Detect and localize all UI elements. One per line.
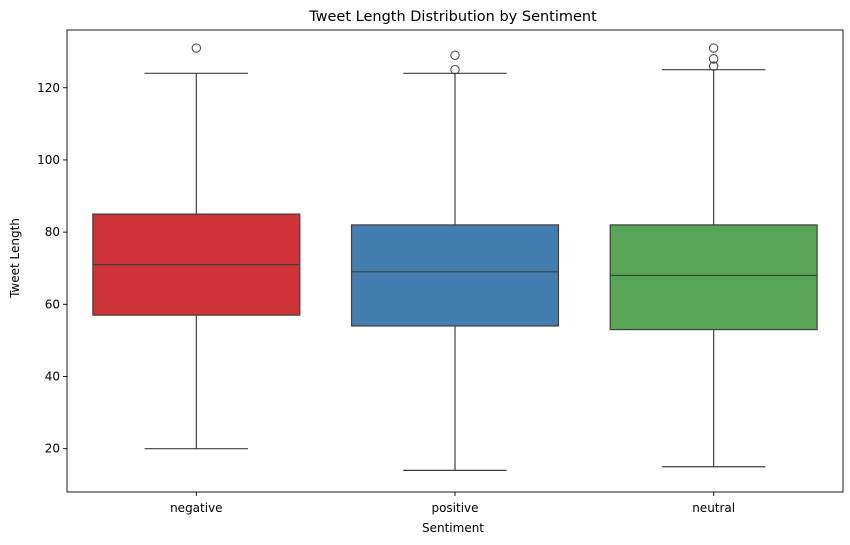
chart-title: Tweet Length Distribution by Sentiment (308, 9, 597, 25)
plot-area: 20 40 60 80 100 120 negative positive neutral (37, 43, 818, 515)
y-tick-label: 120 (37, 81, 60, 95)
outlier-point-negative (191, 43, 202, 53)
box-positive (350, 224, 560, 327)
y-tick-label: 100 (37, 153, 60, 167)
outlier-point-neutral (708, 43, 719, 53)
x-tick-label: negative (170, 501, 222, 515)
y-tick-label: 20 (45, 442, 60, 456)
outlier-point-neutral (708, 61, 719, 71)
y-axis-label: Tweet Length (8, 218, 22, 299)
box-neutral (609, 224, 818, 331)
y-tick-label: 40 (45, 370, 60, 384)
x-tick-label: neutral (692, 501, 735, 515)
x-tick-label: positive (431, 501, 478, 515)
outlier-point-neutral (708, 54, 719, 64)
y-tick-label: 60 (45, 297, 60, 311)
x-axis-label: Sentiment (422, 521, 484, 535)
outlier-point-positive (450, 50, 460, 60)
outlier-point-positive (450, 65, 460, 75)
y-tick-label: 80 (45, 225, 60, 239)
plot-frame (66, 29, 844, 493)
